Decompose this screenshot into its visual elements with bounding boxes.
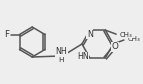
Text: O: O [112,42,119,51]
Text: N: N [87,30,93,39]
Text: CH₃: CH₃ [128,36,141,42]
Text: F: F [4,30,9,39]
Text: H: H [59,57,64,63]
Text: HN: HN [77,52,89,61]
Text: NH: NH [56,47,67,57]
Text: CH₃: CH₃ [120,32,133,38]
